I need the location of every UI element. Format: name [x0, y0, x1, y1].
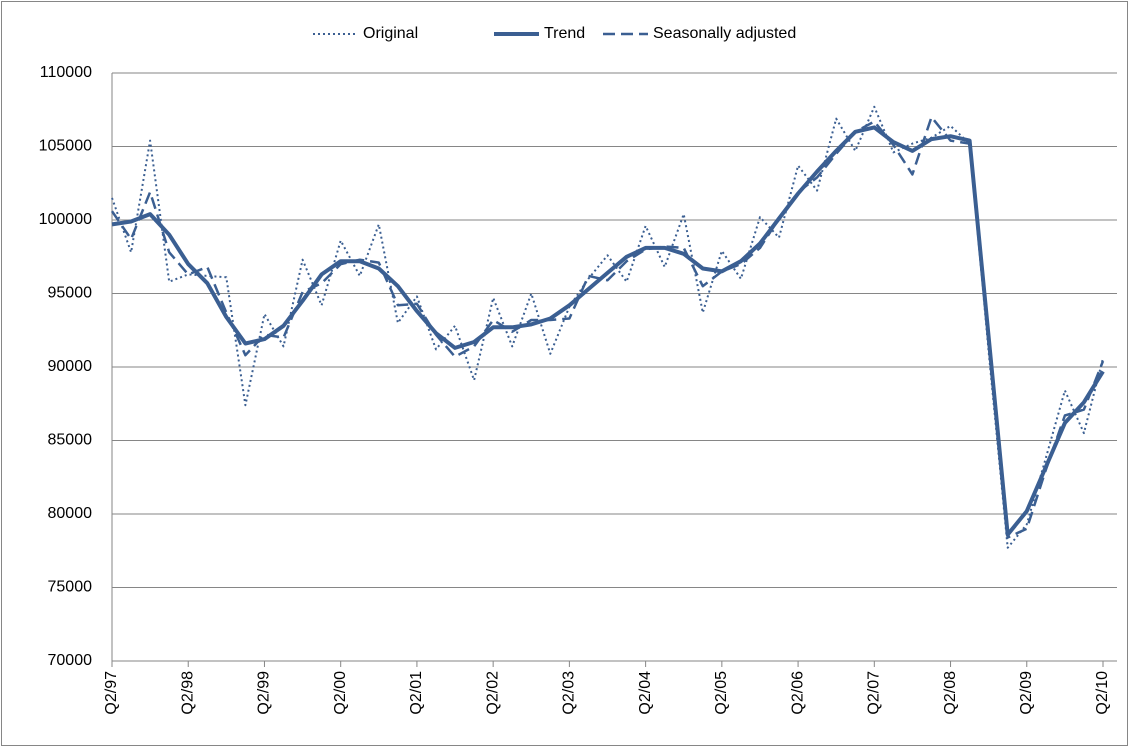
series-line — [110, 115, 1105, 539]
y-tick-label: 105000 — [39, 138, 92, 155]
y-tick-label: 75000 — [48, 579, 93, 596]
legend-label: Trend — [544, 25, 585, 42]
y-tick-label: 95000 — [48, 285, 93, 302]
y-tick-label: 80000 — [48, 505, 93, 522]
series-line — [111, 125, 1105, 537]
y-tick-label: 85000 — [48, 432, 93, 449]
x-tick-label: Q2/10 — [1094, 671, 1111, 715]
x-tick-label: Q2/00 — [332, 671, 349, 715]
x-tick-label: Q2/03 — [561, 671, 578, 715]
x-tick-label: Q2/08 — [942, 671, 959, 715]
x-tick-label: Q2/05 — [713, 671, 730, 715]
legend-label: Seasonally adjusted — [653, 25, 796, 42]
x-tick-label: Q2/98 — [179, 671, 196, 715]
x-tick-label: Q2/02 — [484, 671, 501, 715]
y-tick-label: 110000 — [40, 64, 92, 81]
x-tick-label: Q2/09 — [1018, 671, 1035, 715]
y-tick-label: 70000 — [48, 652, 93, 669]
x-tick-label: Q2/99 — [256, 671, 273, 715]
x-tick-label: Q2/04 — [637, 671, 654, 715]
legend-label: Original — [363, 25, 418, 42]
y-tick-label: 90000 — [48, 358, 93, 375]
y-tick-label: 100000 — [39, 211, 92, 228]
x-tick-label: Q2/06 — [789, 671, 806, 715]
series-line — [111, 105, 1104, 549]
x-tick-label: Q2/01 — [408, 671, 425, 715]
x-tick-label: Q2/97 — [103, 671, 120, 715]
x-tick-label: Q2/07 — [866, 671, 883, 715]
